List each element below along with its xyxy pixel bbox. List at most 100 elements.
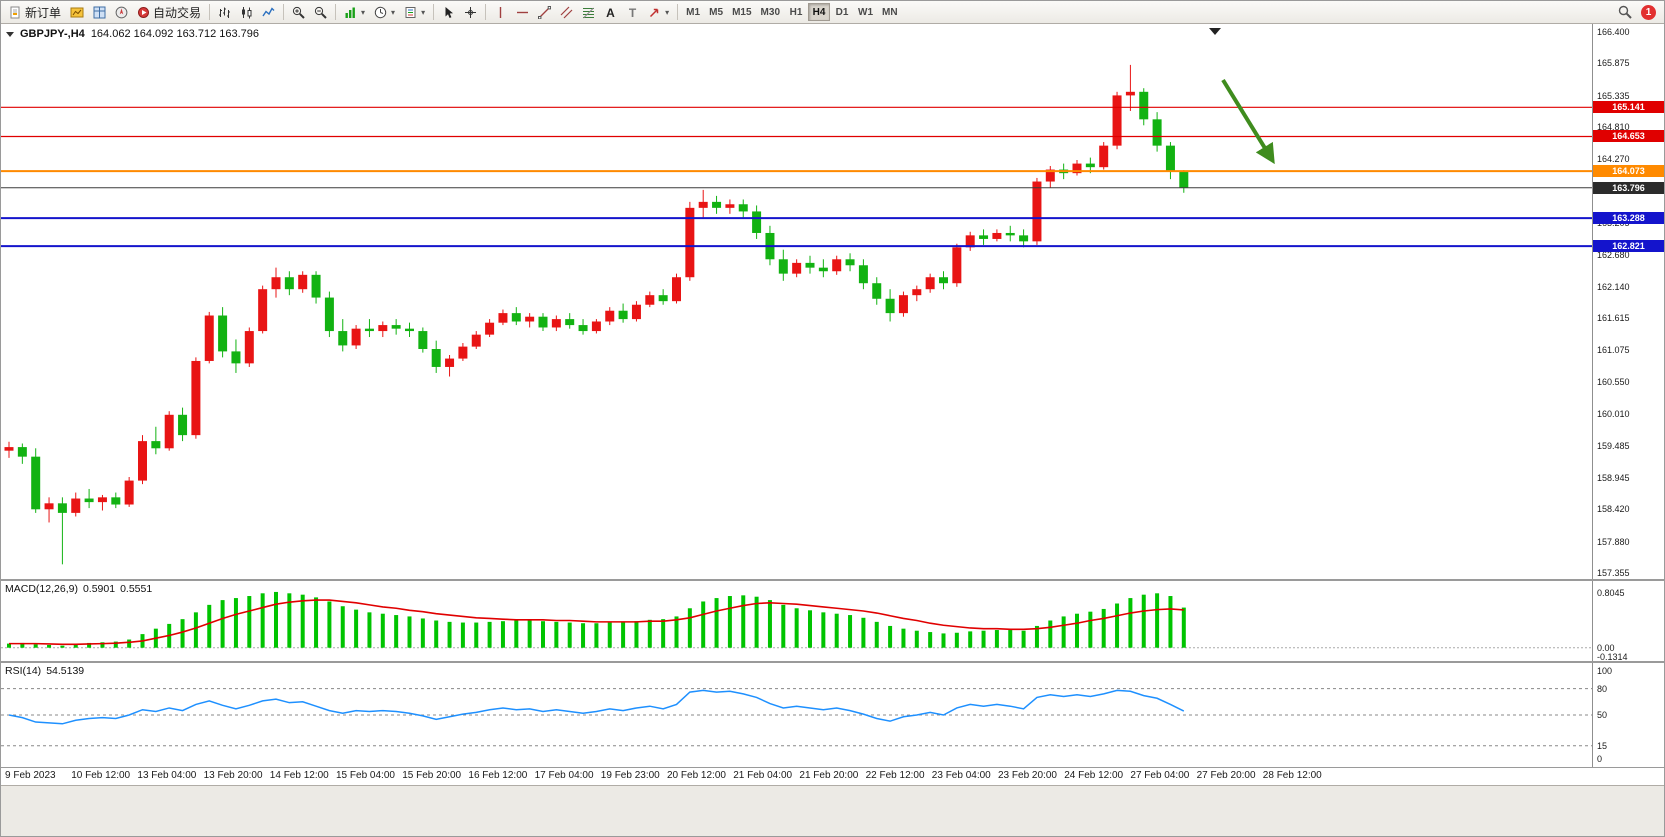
autotrade-icon xyxy=(138,6,150,18)
chevron-down-icon: ▾ xyxy=(391,7,396,17)
bottom-strip xyxy=(1,786,1664,836)
time-axis-label: 22 Feb 12:00 xyxy=(865,770,925,781)
timeframe-m1-button[interactable]: M1 xyxy=(682,3,704,21)
market-watch-icon xyxy=(70,7,84,17)
macd-axis-label: -0.1314 xyxy=(1597,651,1628,661)
timeframe-m15-button[interactable]: M15 xyxy=(728,3,755,21)
navigator-button[interactable] xyxy=(111,2,132,22)
templates-button[interactable]: ▾ xyxy=(400,2,429,22)
time-axis-label: 13 Feb 20:00 xyxy=(203,770,263,781)
price-badge-163.796: 163.796 xyxy=(1593,181,1664,194)
macd-panel: MACD(12,26,9) 0.5901 0.5551 0.8045 0.00 -0… xyxy=(1,581,1664,663)
price-axis-label: 162.680 xyxy=(1597,249,1630,260)
timeframe-m30-button[interactable]: M30 xyxy=(757,3,784,21)
rsi-axis[interactable]: 100 80 50 15 0 xyxy=(1592,663,1664,767)
time-axis-label: 21 Feb 20:00 xyxy=(799,770,859,781)
price-axis-label: 160.010 xyxy=(1597,409,1630,420)
zoom-in-icon xyxy=(292,6,305,19)
price-chart[interactable]: GBPJPY-,H4 164.062 164.092 163.712 163.7… xyxy=(1,24,1592,579)
data-window-button[interactable] xyxy=(89,2,110,22)
timeframe-h1-button[interactable]: H1 xyxy=(785,3,807,21)
search-icon xyxy=(1618,5,1632,19)
time-axis-label: 16 Feb 12:00 xyxy=(468,770,528,781)
horizontal-line-button[interactable] xyxy=(512,2,533,22)
timeframe-mn-button[interactable]: MN xyxy=(878,3,902,21)
price-axis-label: 164.270 xyxy=(1597,154,1630,165)
hline-icon xyxy=(517,11,529,13)
macd-signal-value: 0.5551 xyxy=(120,583,153,595)
text-button[interactable]: A xyxy=(600,2,621,22)
vertical-line-button[interactable] xyxy=(490,2,511,22)
search-button[interactable] xyxy=(1614,2,1636,22)
equidistant-channel-button[interactable] xyxy=(556,2,577,22)
arrows-button[interactable]: ▾ xyxy=(644,2,673,22)
time-axis-label: 9 Feb 2023 xyxy=(5,770,56,781)
symbol-list-toggle-icon[interactable] xyxy=(6,31,14,37)
zoom-in-button[interactable] xyxy=(288,2,309,22)
line-chart-button[interactable] xyxy=(258,2,279,22)
toolbar-separator xyxy=(433,4,435,20)
time-axis-label: 20 Feb 12:00 xyxy=(667,770,726,781)
chart-shift-marker[interactable] xyxy=(1209,28,1221,35)
time-axis-label: 28 Feb 12:00 xyxy=(1262,770,1322,781)
price-axis[interactable]: 166.400 165.875 165.335 164.810 164.270 163.7… xyxy=(1592,24,1664,579)
rsi-label: RSI(14) 54.5139 xyxy=(5,665,84,677)
bar-chart-button[interactable] xyxy=(214,2,235,22)
candlestick-chart-button[interactable] xyxy=(236,2,257,22)
chevron-down-icon: ▾ xyxy=(665,7,670,17)
notification-badge[interactable]: 1 xyxy=(1641,4,1656,20)
macd-signal-line xyxy=(9,599,1184,646)
chart-title: GBPJPY-,H4 164.062 164.092 163.712 163.7… xyxy=(6,28,259,40)
cursor-icon xyxy=(445,6,454,18)
new-order-button[interactable]: 新订单 xyxy=(5,2,65,22)
time-axis-label: 19 Feb 23:00 xyxy=(600,770,660,781)
new-order-button-label: 新订单 xyxy=(25,5,62,20)
market-watch-button[interactable] xyxy=(66,2,88,22)
zoom-out-icon xyxy=(314,6,327,19)
rsi-axis-label: 80 xyxy=(1597,683,1608,694)
indicators-button[interactable]: ▾ xyxy=(340,2,369,22)
cursor-button[interactable] xyxy=(438,2,459,22)
macd-chart[interactable]: MACD(12,26,9) 0.5901 0.5551 xyxy=(1,581,1592,661)
channel-icon xyxy=(560,6,573,18)
time-axis-label: 27 Feb 04:00 xyxy=(1130,770,1190,781)
navigator-icon xyxy=(115,6,128,18)
candlestick-icon xyxy=(242,6,252,18)
fibonacci-button[interactable] xyxy=(578,2,599,22)
timeframe-d1-button[interactable]: D1 xyxy=(831,3,853,21)
zoom-out-button[interactable] xyxy=(310,2,331,22)
crosshair-button[interactable] xyxy=(460,2,481,22)
time-axis-label: 15 Feb 04:00 xyxy=(336,770,395,781)
toolbar-right: 1 xyxy=(1614,2,1660,22)
auto-trading-button[interactable]: 自动交易 xyxy=(133,2,205,22)
horizontal-lines xyxy=(1,106,1592,248)
svg-text:T: T xyxy=(629,6,637,19)
time-axis-label: 13 Feb 04:00 xyxy=(137,770,197,781)
macd-histogram xyxy=(7,591,1186,648)
macd-value: 0.5901 xyxy=(82,583,116,595)
text-label-button[interactable]: T xyxy=(622,2,643,22)
periods-button[interactable]: ▾ xyxy=(370,2,399,22)
rsi-chart[interactable]: RSI(14) 54.5139 xyxy=(1,663,1592,767)
timeframe-h4-button[interactable]: H4 xyxy=(808,3,830,21)
svg-text:A: A xyxy=(606,6,615,19)
rsi-axis-label: 0 xyxy=(1597,754,1603,764)
trendline-button[interactable] xyxy=(534,2,555,22)
annotation-arrow[interactable] xyxy=(1221,78,1275,165)
price-axis-label: 164.810 xyxy=(1597,122,1630,133)
time-axis[interactable]: 9 Feb 2023 10 Feb 12:00 13 Feb 04:00 13 Feb… xyxy=(1,768,1664,786)
price-axis-label: 157.355 xyxy=(1597,568,1630,578)
time-axis-label: 23 Feb 20:00 xyxy=(998,770,1057,781)
timeframe-w1-button[interactable]: W1 xyxy=(854,3,877,21)
price-axis-label: 161.075 xyxy=(1597,345,1630,356)
toolbar-separator xyxy=(335,4,337,20)
price-badge-165.141: 165.141 xyxy=(1593,101,1664,114)
macd-axis[interactable]: 0.8045 0.00 -0.1314 xyxy=(1592,581,1664,661)
price-axis-label: 165.335 xyxy=(1597,90,1630,101)
time-axis-label: 17 Feb 04:00 xyxy=(534,770,594,781)
crosshair-icon xyxy=(465,6,477,18)
rsi-axis-label: 100 xyxy=(1597,666,1613,676)
new-order-icon xyxy=(10,6,20,18)
timeframe-m5-button[interactable]: M5 xyxy=(705,3,727,21)
